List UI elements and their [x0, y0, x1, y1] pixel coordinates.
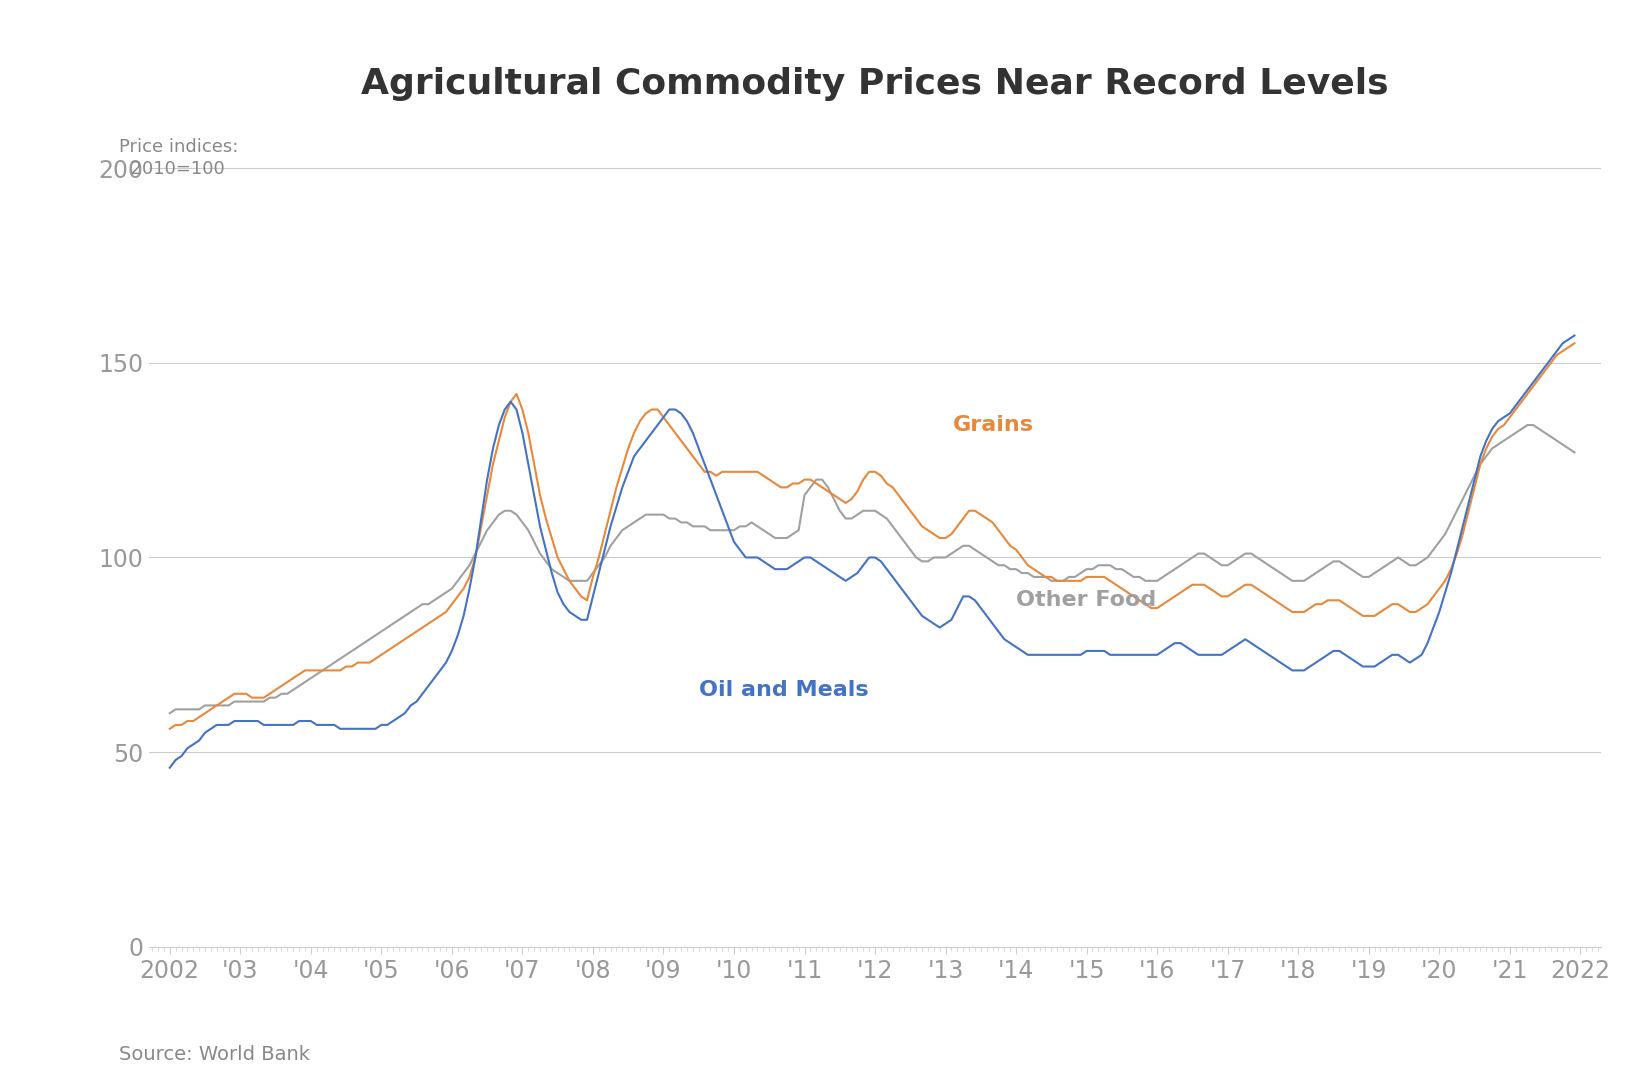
Text: Grains: Grains [953, 415, 1034, 435]
Text: Oil and Meals: Oil and Meals [698, 680, 868, 699]
Text: 2010=100: 2010=100 [119, 159, 225, 178]
Text: Other Food: Other Food [1015, 591, 1156, 610]
Title: Agricultural Commodity Prices Near Record Levels: Agricultural Commodity Prices Near Recor… [362, 68, 1388, 101]
Text: Price indices:: Price indices: [119, 138, 238, 156]
Text: Source: World Bank: Source: World Bank [119, 1045, 310, 1064]
